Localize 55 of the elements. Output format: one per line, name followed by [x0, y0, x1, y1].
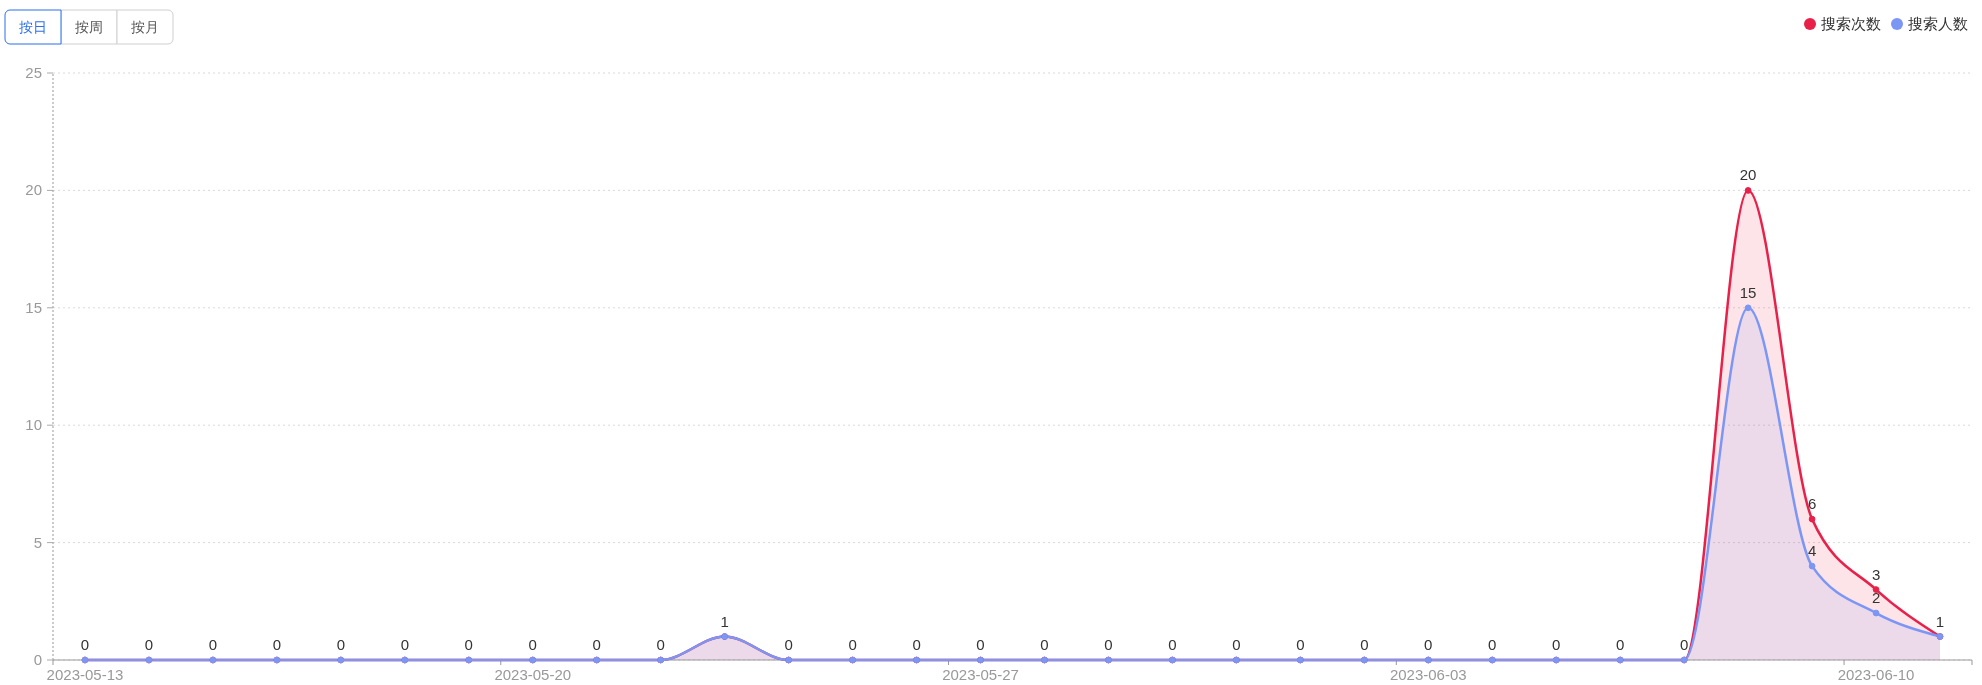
data-label: 0 [656, 636, 665, 653]
y-tick-label: 25 [25, 64, 42, 81]
data-label: 0 [80, 636, 90, 653]
point [1872, 609, 1880, 617]
tab-button[interactable]: 按日 [4, 9, 62, 45]
x-tick-label: 2023-05-20 [494, 666, 572, 683]
x-tick-label: 2023-06-03 [1389, 666, 1467, 683]
x-tick-label: 2023-05-13 [46, 666, 124, 683]
legend-label: 搜索人数 [1908, 15, 1968, 32]
data-label: 0 [592, 636, 601, 653]
tab-button[interactable]: 按月 [116, 9, 174, 45]
data-label: 15 [1739, 283, 1757, 301]
data-label: 0 [1168, 636, 1177, 653]
y-tick-label: 20 [25, 181, 42, 199]
data-label: 0 [1488, 636, 1497, 653]
data-label: 0 [912, 636, 921, 653]
data-label: 0 [336, 636, 346, 653]
data-label: 0 [848, 636, 857, 653]
y-tick-label: 15 [25, 298, 42, 316]
legend-label: 搜索次数 [1821, 15, 1881, 32]
data-label: 0 [1360, 636, 1369, 653]
data-label: 0 [144, 636, 154, 653]
x-tick-label: 2023-05-27 [942, 666, 1019, 683]
point [1808, 515, 1816, 523]
data-label: 0 [784, 636, 793, 653]
data-label: 1 [720, 612, 729, 630]
y-tick-label: 0 [33, 651, 42, 668]
point [1808, 562, 1816, 570]
data-label: 0 [272, 636, 282, 653]
data-label: 0 [464, 636, 473, 653]
data-label: 0 [208, 636, 218, 653]
point [1744, 304, 1752, 312]
data-label: 4 [1807, 542, 1817, 560]
data-label: 0 [1616, 636, 1625, 653]
data-label: 0 [1104, 636, 1113, 653]
data-label: 20 [1739, 166, 1757, 184]
y-tick-label: 5 [33, 533, 42, 551]
data-label: 0 [400, 636, 409, 653]
data-label: 2 [1871, 589, 1881, 607]
tab-button[interactable]: 按周 [60, 9, 118, 45]
data-label: 1 [1935, 612, 1945, 630]
data-label: 0 [1679, 636, 1689, 653]
data-label: 0 [1424, 636, 1433, 653]
data-label: 0 [1232, 636, 1241, 653]
data-label: 0 [1296, 636, 1305, 653]
data-label: 3 [1871, 565, 1881, 583]
data-label: 0 [976, 636, 985, 653]
point [1744, 187, 1752, 194]
y-tick-label: 10 [25, 416, 42, 434]
point [1872, 586, 1880, 593]
data-label: 6 [1807, 495, 1817, 513]
data-label: 0 [1040, 636, 1049, 653]
x-tick-label: 2023-06-10 [1837, 666, 1915, 683]
data-label: 0 [528, 636, 537, 653]
data-label: 0 [1552, 636, 1561, 653]
